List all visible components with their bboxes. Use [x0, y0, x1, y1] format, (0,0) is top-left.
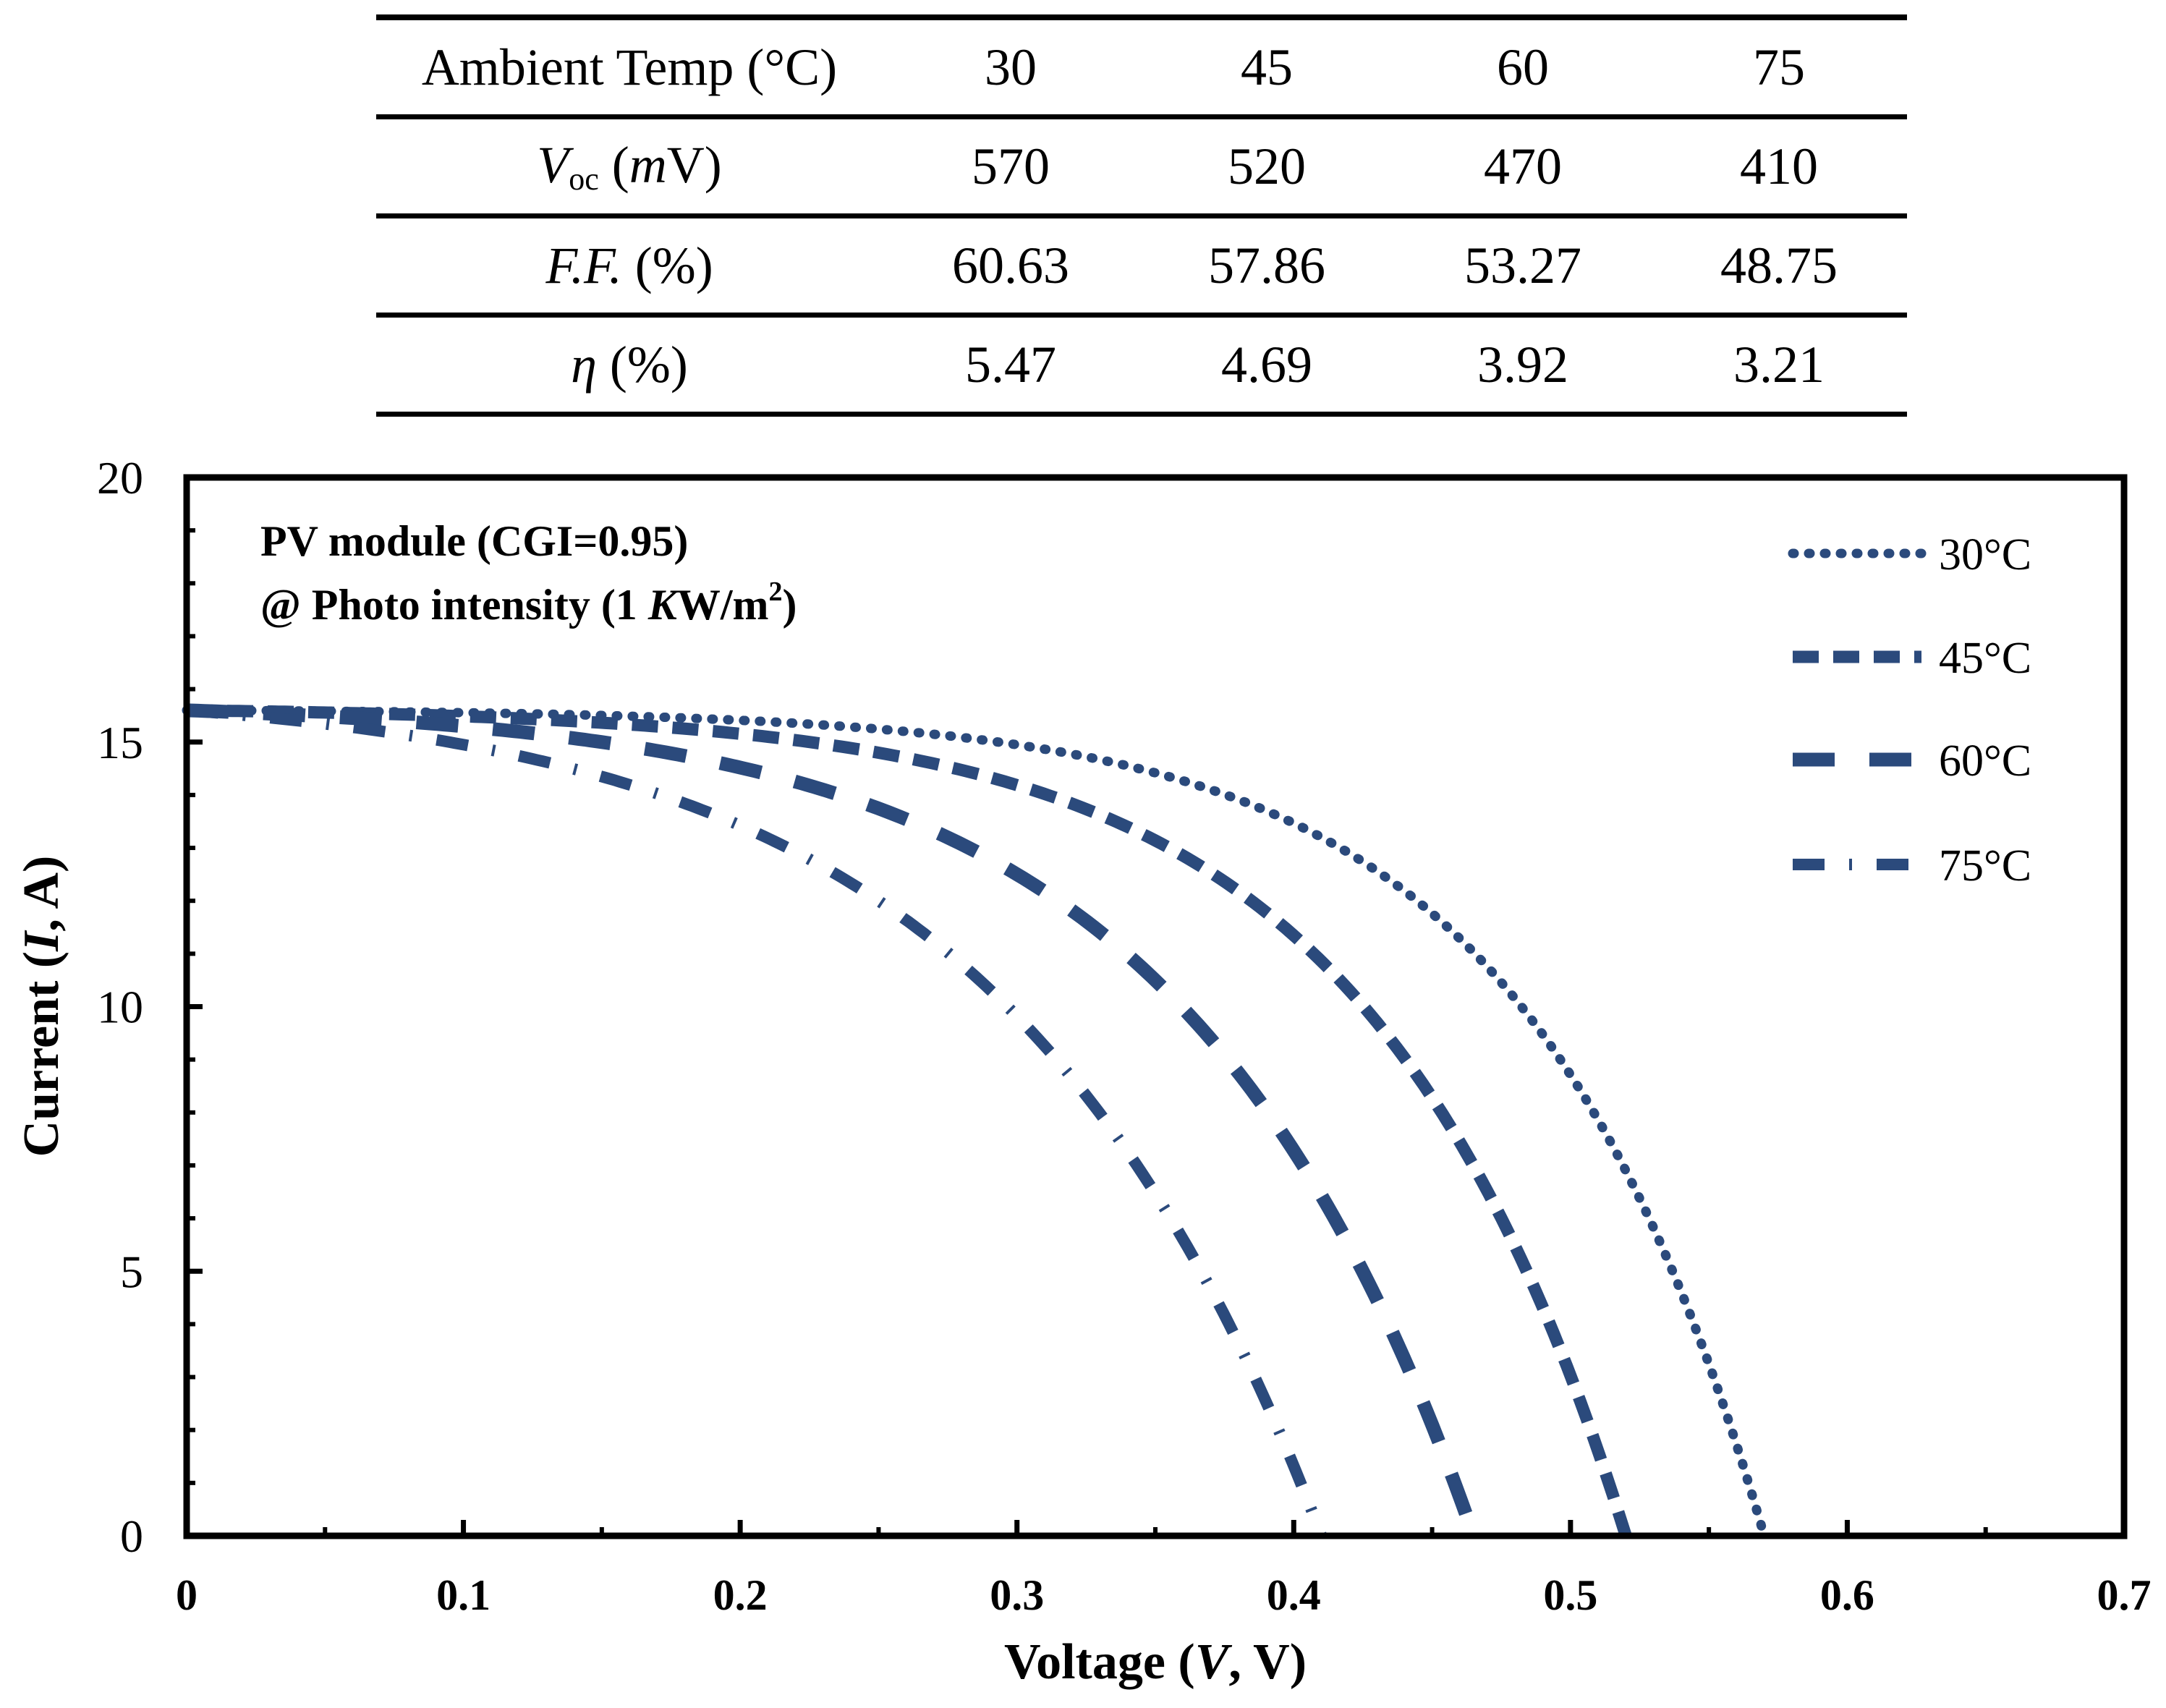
iv-curve-chart: 0 0.1 0.2 0.3 0.4 0.5 0.6 0.7 0 5 10 15 20 PV module… [14, 452, 2152, 1690]
y-tick-label: 0 [120, 1511, 143, 1562]
legend-label: 60°C [1939, 736, 2031, 786]
ff-unit: (%) [621, 236, 713, 294]
x-tick-label: 0.3 [990, 1571, 1044, 1619]
annotation-line-2-unit: W/m [677, 581, 769, 629]
voc-unit-open: ( [598, 136, 629, 194]
table-cell: 410 [1651, 116, 1907, 218]
eta-symbol: η [571, 335, 597, 394]
series-line-60-C [186, 703, 1480, 1539]
annotation-line-2: @ Photo intensity (1 KW/m2) [260, 577, 797, 629]
row-label-efficiency: η (%) [376, 315, 883, 417]
x-axis-title-post: , V) [1228, 1634, 1307, 1690]
x-tick-label: 0 [176, 1571, 198, 1619]
voc-subscript: oc [569, 161, 599, 197]
x-tick-label: 0.4 [1267, 1571, 1321, 1619]
series-line-45-C [186, 704, 1632, 1538]
annotation-line-2-pre: @ Photo intensity (1 [260, 581, 648, 629]
legend: 30°C 45°C 60°C 75°C [1788, 530, 2031, 891]
y-tick-label: 5 [120, 1246, 143, 1297]
table-cell: 5.47 [883, 315, 1139, 417]
table-row: F.F. (%) 60.63 57.86 53.27 48.75 [376, 216, 1907, 318]
annotation-line-2-it: K [647, 581, 680, 629]
ff-symbol: F.F. [545, 236, 622, 294]
table-cell: 53.27 [1395, 216, 1651, 318]
y-axis-title-pre: Current ( [14, 951, 69, 1157]
row-label-fill-factor: F.F. (%) [376, 216, 883, 318]
row-label-ambient-temp: Ambient Temp (°C) [376, 14, 883, 119]
x-tick-label: 0.5 [1543, 1571, 1597, 1619]
table-cell: 3.92 [1395, 315, 1651, 417]
parameter-table: Ambient Temp (°C) 30 45 60 75 Voc (mV) 5… [376, 14, 1907, 417]
series-line-30-C [182, 705, 1770, 1541]
row-label-voc: Voc (mV) [376, 116, 883, 218]
legend-label: 45°C [1939, 634, 2031, 683]
table-cell: 45 [1139, 14, 1395, 119]
y-axis-title-post: , A) [14, 856, 69, 932]
annotation-line-2-sup: 2 [769, 577, 783, 607]
voc-unit-prefix: m [629, 136, 667, 194]
table-cell: 30 [883, 14, 1139, 119]
y-axis-title-it: I [14, 930, 69, 952]
legend-label: 30°C [1939, 530, 2031, 579]
eta-unit: (%) [596, 335, 688, 394]
axis-ticks [184, 475, 2127, 1539]
x-axis-title-it: V [1195, 1634, 1233, 1690]
table-cell: 470 [1395, 116, 1651, 218]
table-cell: 57.86 [1139, 216, 1395, 318]
table-row: Ambient Temp (°C) 30 45 60 75 [376, 14, 1907, 119]
x-axis-title-pre: Voltage ( [1004, 1634, 1195, 1690]
table-cell: 48.75 [1651, 216, 1907, 318]
annotation-line-2-post: ) [783, 581, 797, 629]
series-curves [182, 703, 1770, 1541]
x-tick-label: 0.1 [436, 1571, 490, 1619]
y-axis-title: Current (I, A) [14, 856, 69, 1157]
legend-label: 75°C [1939, 841, 2031, 891]
table-row: η (%) 5.47 4.69 3.92 3.21 [376, 315, 1907, 417]
plot-frame [183, 474, 2128, 1539]
table-cell: 75 [1651, 14, 1907, 119]
x-tick-label: 0.6 [1820, 1571, 1874, 1619]
x-tick-label: 0.2 [713, 1571, 768, 1619]
series-line-75-C [186, 704, 1327, 1538]
y-tick-label: 10 [97, 982, 143, 1033]
table-cell: 3.21 [1651, 315, 1907, 417]
voc-symbol: V [537, 136, 569, 194]
y-tick-label: 20 [97, 452, 143, 504]
table-cell: 60 [1395, 14, 1651, 119]
table-cell: 570 [883, 116, 1139, 218]
table-row: Voc (mV) 570 520 470 410 [376, 116, 1907, 218]
table-cell: 520 [1139, 116, 1395, 218]
table-cell: 60.63 [883, 216, 1139, 318]
x-tick-label: 0.7 [2097, 1571, 2152, 1619]
voc-unit: V) [666, 136, 722, 194]
y-tick-label: 15 [97, 717, 143, 768]
tick-labels: 0 0.1 0.2 0.3 0.4 0.5 0.6 0.7 0 5 10 15 20 [97, 452, 2152, 1619]
table-cell: 4.69 [1139, 315, 1395, 417]
annotation-line-1: PV module (CGI=0.95) [260, 517, 688, 565]
x-axis-title: Voltage (V, V) [1004, 1634, 1307, 1690]
